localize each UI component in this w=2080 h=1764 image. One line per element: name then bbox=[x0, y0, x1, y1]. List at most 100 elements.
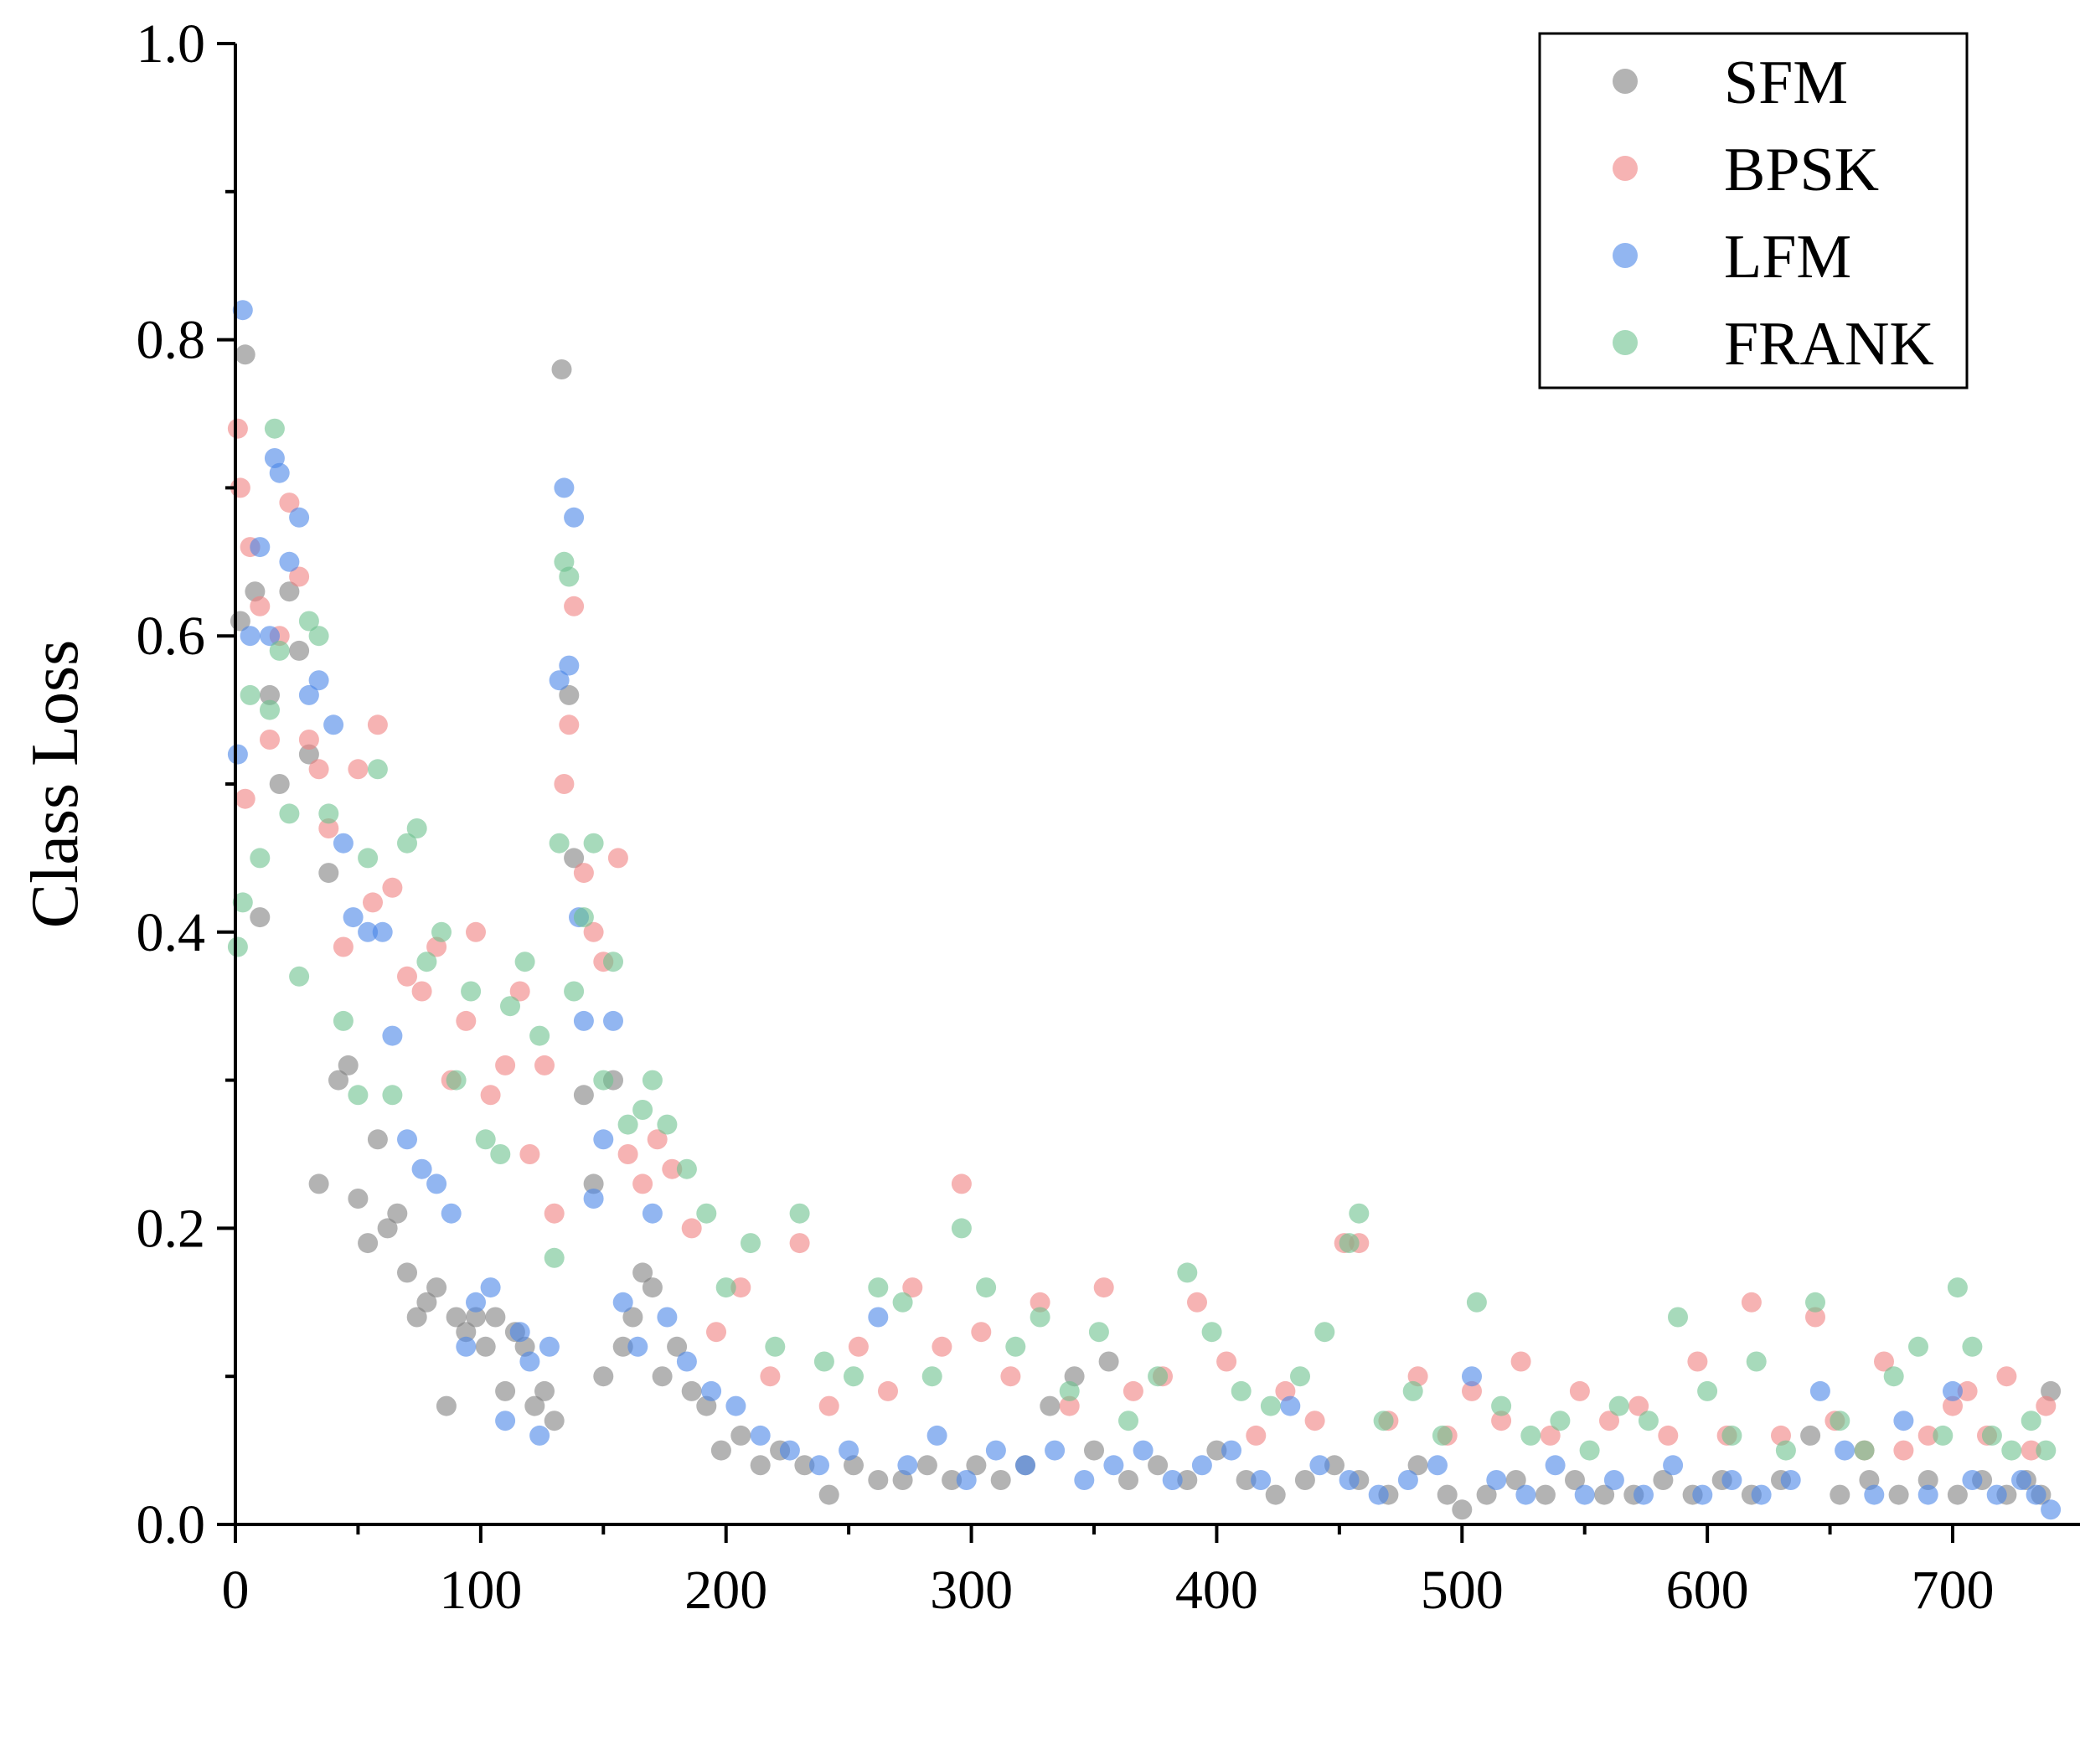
point-frank-4 bbox=[260, 699, 280, 720]
point-sfm-12 bbox=[338, 1055, 359, 1075]
point-lfm-29 bbox=[549, 670, 570, 691]
point-bpsk-44 bbox=[789, 1233, 810, 1254]
point-frank-53 bbox=[976, 1277, 997, 1298]
point-sfm-32 bbox=[534, 1380, 555, 1401]
point-sfm-6 bbox=[279, 581, 300, 602]
point-lfm-83 bbox=[1864, 1484, 1885, 1505]
point-lfm-16 bbox=[382, 1025, 403, 1046]
point-lfm-28 bbox=[539, 1336, 560, 1357]
point-frank-22 bbox=[461, 981, 482, 1002]
point-sfm-3 bbox=[250, 907, 271, 928]
point-lfm-39 bbox=[627, 1336, 648, 1357]
point-frank-40 bbox=[657, 1114, 678, 1135]
point-sfm-95 bbox=[1917, 1470, 1938, 1490]
point-frank-88 bbox=[1933, 1425, 1954, 1446]
point-sfm-69 bbox=[1177, 1470, 1198, 1490]
point-frank-69 bbox=[1402, 1380, 1423, 1401]
point-lfm-30 bbox=[554, 477, 575, 498]
point-frank-20 bbox=[431, 921, 452, 942]
point-lfm-15 bbox=[372, 921, 393, 942]
point-bpsk-29 bbox=[554, 774, 575, 794]
point-bpsk-60 bbox=[1246, 1425, 1267, 1446]
point-frank-28 bbox=[544, 1247, 565, 1268]
point-lfm-76 bbox=[1663, 1455, 1684, 1476]
point-sfm-56 bbox=[868, 1470, 889, 1490]
point-lfm-46 bbox=[779, 1440, 800, 1461]
point-sfm-22 bbox=[436, 1395, 457, 1416]
point-bpsk-28 bbox=[544, 1203, 565, 1224]
point-lfm-11 bbox=[323, 714, 344, 735]
point-frank-64 bbox=[1290, 1366, 1310, 1387]
point-lfm-0 bbox=[227, 744, 248, 765]
point-frank-2 bbox=[240, 684, 261, 705]
y-tick-label: 0.8 bbox=[137, 310, 206, 371]
point-lfm-73 bbox=[1574, 1484, 1595, 1505]
point-frank-68 bbox=[1373, 1411, 1394, 1431]
point-frank-82 bbox=[1775, 1440, 1796, 1461]
point-bpsk-47 bbox=[878, 1380, 898, 1401]
point-bpsk-45 bbox=[818, 1395, 839, 1416]
point-frank-33 bbox=[573, 907, 594, 928]
point-sfm-4 bbox=[260, 684, 280, 705]
point-lfm-2 bbox=[240, 626, 261, 647]
point-lfm-14 bbox=[358, 921, 379, 942]
point-sfm-14 bbox=[358, 1233, 379, 1254]
point-bpsk-12 bbox=[333, 936, 354, 957]
point-bpsk-84 bbox=[1893, 1440, 1914, 1461]
point-frank-0 bbox=[227, 936, 248, 957]
point-lfm-7 bbox=[279, 551, 300, 572]
point-lfm-84 bbox=[1893, 1411, 1914, 1431]
point-frank-3 bbox=[250, 848, 271, 869]
point-bpsk-38 bbox=[647, 1129, 668, 1150]
point-sfm-20 bbox=[416, 1292, 437, 1313]
point-sfm-35 bbox=[559, 684, 580, 705]
point-frank-8 bbox=[289, 966, 310, 987]
point-bpsk-32 bbox=[573, 863, 594, 884]
point-frank-86 bbox=[1883, 1366, 1904, 1387]
point-bpsk-16 bbox=[382, 877, 403, 898]
point-bpsk-7 bbox=[279, 493, 300, 513]
point-bpsk-4 bbox=[250, 596, 271, 616]
point-lfm-26 bbox=[519, 1351, 540, 1372]
point-sfm-86 bbox=[1653, 1470, 1674, 1490]
point-sfm-7 bbox=[289, 640, 310, 661]
point-sfm-53 bbox=[794, 1455, 815, 1476]
point-frank-78 bbox=[1668, 1307, 1688, 1328]
point-lfm-50 bbox=[897, 1455, 918, 1476]
legend-label-sfm: SFM bbox=[1724, 49, 1848, 117]
point-lfm-42 bbox=[676, 1351, 697, 1372]
point-lfm-35 bbox=[583, 1189, 604, 1209]
point-sfm-83 bbox=[1565, 1470, 1585, 1490]
point-bpsk-80 bbox=[1805, 1307, 1825, 1328]
point-sfm-79 bbox=[1452, 1499, 1473, 1520]
point-sfm-28 bbox=[495, 1380, 516, 1401]
point-bpsk-76 bbox=[1687, 1351, 1708, 1372]
point-bpsk-83 bbox=[1874, 1351, 1894, 1372]
point-frank-7 bbox=[279, 803, 300, 824]
point-frank-29 bbox=[549, 833, 570, 854]
point-frank-92 bbox=[2001, 1440, 2022, 1461]
point-frank-37 bbox=[617, 1114, 638, 1135]
point-bpsk-86 bbox=[1943, 1395, 1963, 1416]
x-tick-label: 500 bbox=[1421, 1560, 1504, 1621]
series-frank bbox=[227, 418, 2057, 1461]
point-sfm-18 bbox=[397, 1262, 417, 1283]
point-sfm-68 bbox=[1148, 1455, 1169, 1476]
point-lfm-64 bbox=[1309, 1455, 1330, 1476]
point-frank-36 bbox=[603, 952, 623, 972]
point-sfm-43 bbox=[632, 1262, 653, 1283]
point-sfm-61 bbox=[990, 1470, 1011, 1490]
point-sfm-27 bbox=[485, 1307, 506, 1328]
point-frank-93 bbox=[2021, 1411, 2041, 1431]
point-frank-45 bbox=[765, 1336, 786, 1357]
point-sfm-59 bbox=[942, 1470, 963, 1490]
point-lfm-9 bbox=[298, 684, 319, 705]
point-frank-44 bbox=[741, 1233, 761, 1254]
point-bpsk-30 bbox=[559, 714, 580, 735]
point-lfm-40 bbox=[642, 1203, 663, 1224]
point-sfm-60 bbox=[966, 1455, 987, 1476]
point-lfm-68 bbox=[1427, 1455, 1448, 1476]
point-frank-72 bbox=[1491, 1395, 1512, 1416]
point-bpsk-75 bbox=[1658, 1425, 1679, 1446]
point-frank-18 bbox=[406, 818, 427, 838]
